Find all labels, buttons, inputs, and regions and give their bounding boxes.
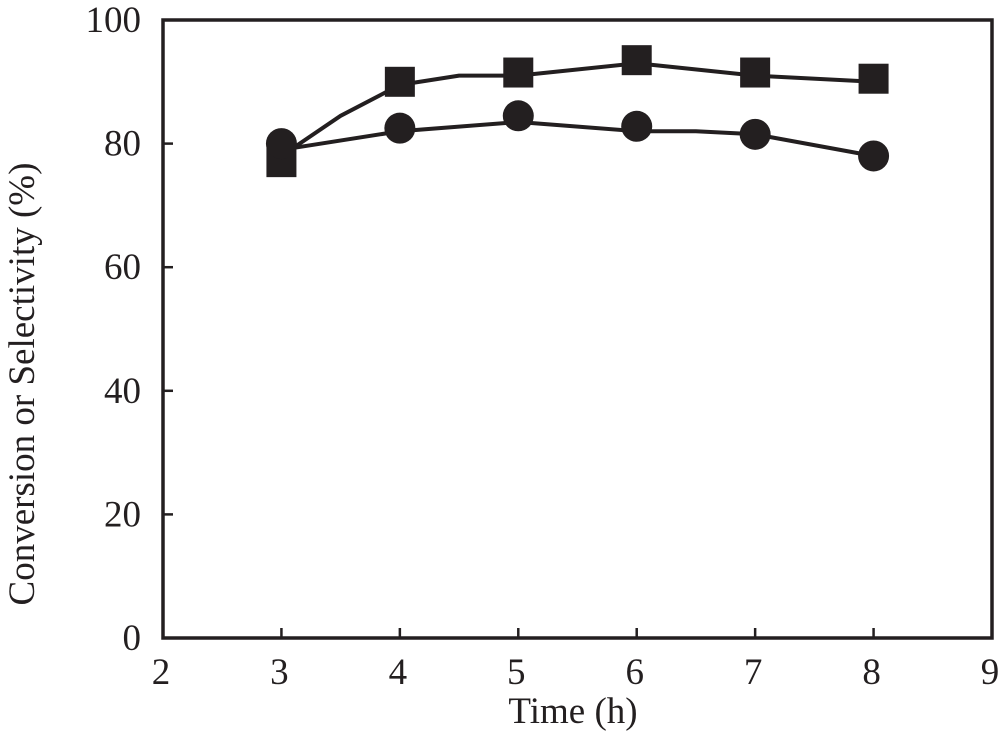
x-tick-label: 4 [389,652,408,693]
data-point-square [503,57,534,88]
x-tick-label: 3 [270,652,289,693]
series-square [266,45,889,178]
data-point-square [621,45,652,76]
series-circle [265,100,890,172]
data-point-circle [858,140,890,172]
plot-border [161,18,994,640]
x-tick-label: 8 [862,652,881,693]
y-tick-label: 80 [104,124,141,165]
series-group [265,45,890,178]
x-tick-label: 7 [744,652,763,693]
data-point-square [384,66,415,97]
y-tick-label: 100 [86,0,142,41]
data-point-circle [265,128,297,160]
x-tick-label: 2 [152,652,171,693]
series-line-circle [281,120,874,158]
series-line-square [280,61,874,158]
y-axis-title: Conversion or Selectivity (%) [2,163,43,606]
plot-frame [161,18,994,640]
x-tick-label: 5 [507,652,526,693]
x-tick-label: 6 [625,652,644,693]
data-point-square [740,57,771,88]
y-axis: 0 20 40 60 80 100 [86,0,173,659]
data-point-circle [384,112,416,144]
data-point-circle [621,110,653,142]
x-axis-title: Time (h) [508,691,637,732]
y-tick-label: 0 [123,618,142,659]
x-axis: 2 3 4 5 6 7 8 9 [152,628,1000,693]
data-point-circle [739,118,771,150]
y-tick-label: 40 [104,371,141,412]
data-point-circle [502,100,534,132]
x-tick-label: 9 [981,652,1000,693]
data-point-square [858,63,889,94]
y-tick-label: 60 [104,247,141,288]
y-tick-label: 20 [104,494,141,535]
